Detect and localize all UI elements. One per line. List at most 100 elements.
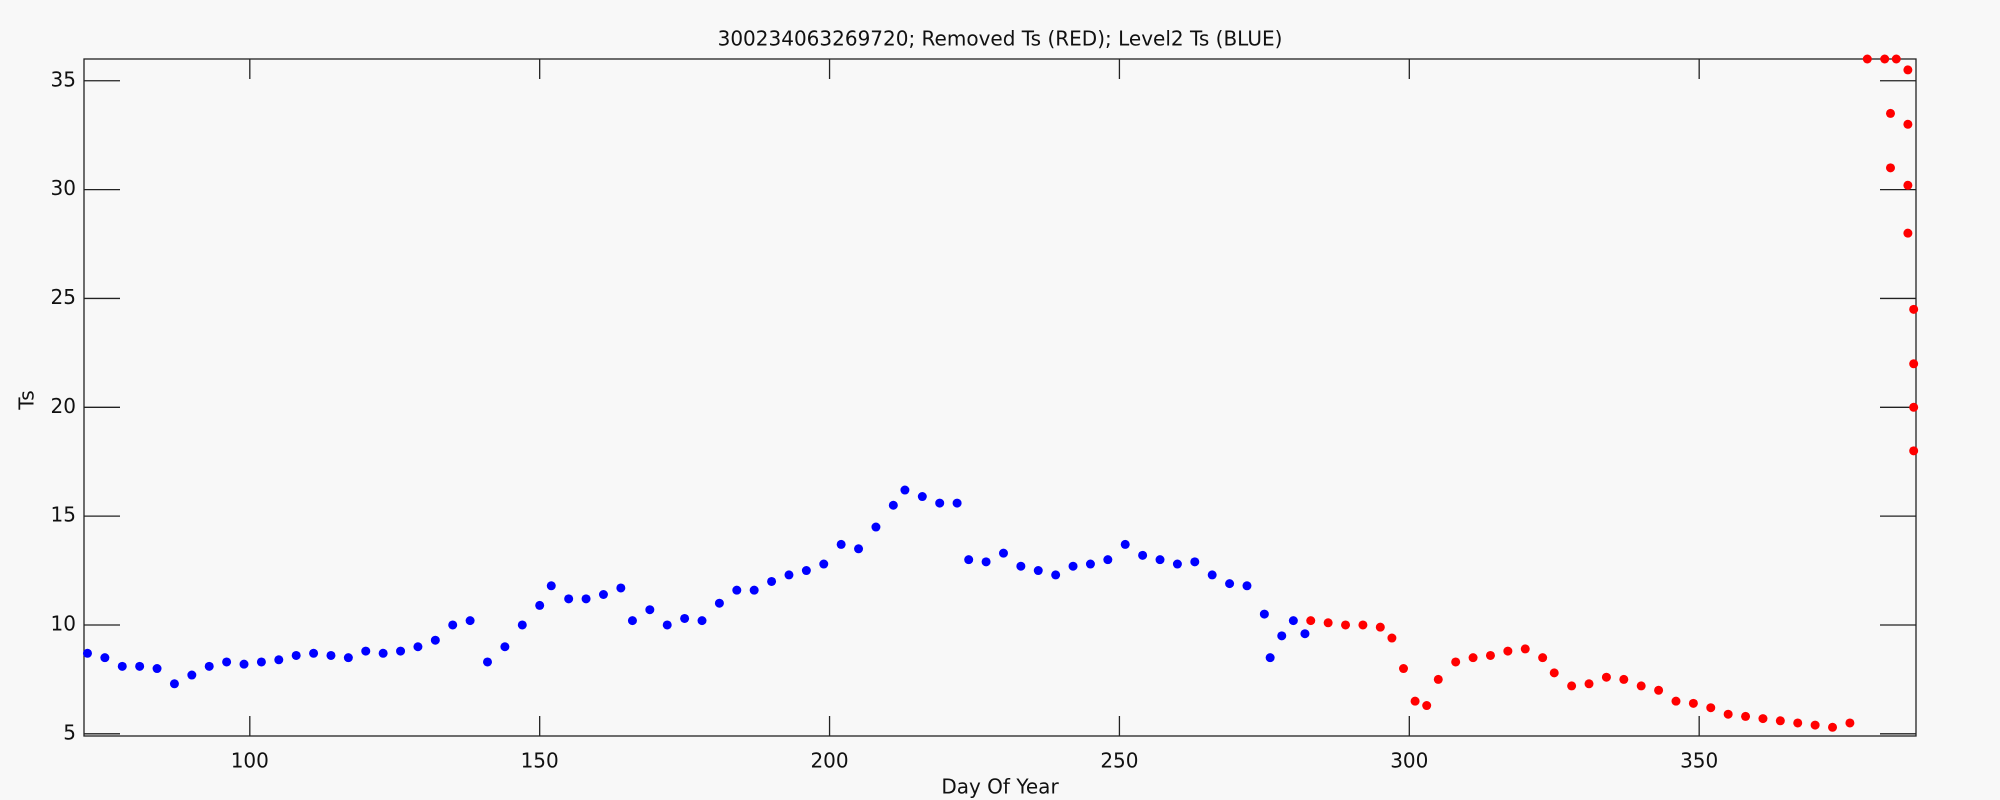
point (1016, 561, 1026, 571)
point (1033, 566, 1043, 576)
point (361, 646, 371, 656)
point (100, 653, 110, 663)
point (1775, 716, 1785, 726)
x-tick-label: 350 (1680, 749, 1718, 773)
point (819, 559, 829, 569)
point (1723, 709, 1733, 719)
point (836, 539, 846, 549)
x-axis-label: Day Of Year (941, 775, 1059, 799)
point (1520, 644, 1530, 654)
point (998, 548, 1008, 558)
point (952, 498, 962, 508)
point (117, 661, 127, 671)
point (291, 650, 301, 660)
point (1103, 555, 1113, 565)
y-tick-label: 30 (51, 176, 76, 200)
y-tick-label: 25 (51, 285, 76, 309)
point (732, 585, 742, 595)
point (169, 679, 179, 689)
point (1903, 119, 1913, 129)
point (1903, 180, 1913, 190)
point (1584, 679, 1594, 689)
point (1277, 631, 1287, 641)
point (627, 616, 637, 626)
point (1068, 561, 1078, 571)
point (546, 581, 556, 591)
point (1688, 698, 1698, 708)
point (1885, 108, 1895, 118)
point (1909, 402, 1919, 412)
point (801, 566, 811, 576)
point (1909, 446, 1919, 456)
point (1636, 681, 1646, 691)
point (135, 661, 145, 671)
point (1300, 629, 1310, 639)
point (309, 648, 319, 658)
point (1538, 653, 1548, 663)
point (1885, 163, 1895, 173)
point (598, 590, 608, 600)
point (1758, 714, 1768, 724)
point (749, 585, 759, 595)
point (1891, 54, 1901, 64)
point (274, 655, 284, 665)
point (483, 657, 493, 667)
point (888, 500, 898, 510)
chart-title: 300234063269720; Removed Ts (RED); Level… (718, 27, 1283, 51)
point (1601, 672, 1611, 682)
point (1741, 711, 1751, 721)
point (1654, 685, 1664, 695)
point (517, 620, 527, 630)
point (1306, 616, 1316, 626)
point (326, 650, 336, 660)
point (239, 659, 249, 669)
point (1265, 653, 1275, 663)
point (767, 576, 777, 586)
y-tick-label: 20 (51, 394, 76, 418)
point (662, 620, 672, 630)
point (1909, 304, 1919, 314)
point (714, 598, 724, 608)
point (1085, 559, 1095, 569)
point (1903, 228, 1913, 238)
point (1828, 722, 1838, 732)
point (430, 635, 440, 645)
point (680, 613, 690, 623)
point (616, 583, 626, 593)
point (1433, 674, 1443, 684)
point (1862, 54, 1872, 64)
point (1358, 620, 1368, 630)
point (784, 570, 794, 580)
point (378, 648, 388, 658)
point (1051, 570, 1061, 580)
point (1207, 570, 1217, 580)
point (581, 594, 591, 604)
plot-frame (83, 58, 1917, 737)
point (1485, 650, 1495, 660)
y-axis-label: Ts (15, 390, 39, 410)
point (1190, 557, 1200, 567)
point (465, 616, 475, 626)
point (1323, 618, 1333, 628)
point (204, 661, 214, 671)
point (222, 657, 232, 667)
point (1903, 65, 1913, 75)
point (917, 492, 927, 502)
point (1138, 550, 1148, 560)
point (256, 657, 266, 667)
point (535, 600, 545, 610)
point (854, 544, 864, 554)
point (935, 498, 945, 508)
point (1387, 633, 1397, 643)
point (82, 648, 92, 658)
point (1172, 559, 1182, 569)
point (413, 642, 423, 652)
point (871, 522, 881, 532)
point (1341, 620, 1351, 630)
point (1422, 701, 1432, 711)
x-tick-label: 250 (1100, 749, 1138, 773)
point (1468, 653, 1478, 663)
point (1399, 664, 1409, 674)
point (152, 664, 162, 674)
